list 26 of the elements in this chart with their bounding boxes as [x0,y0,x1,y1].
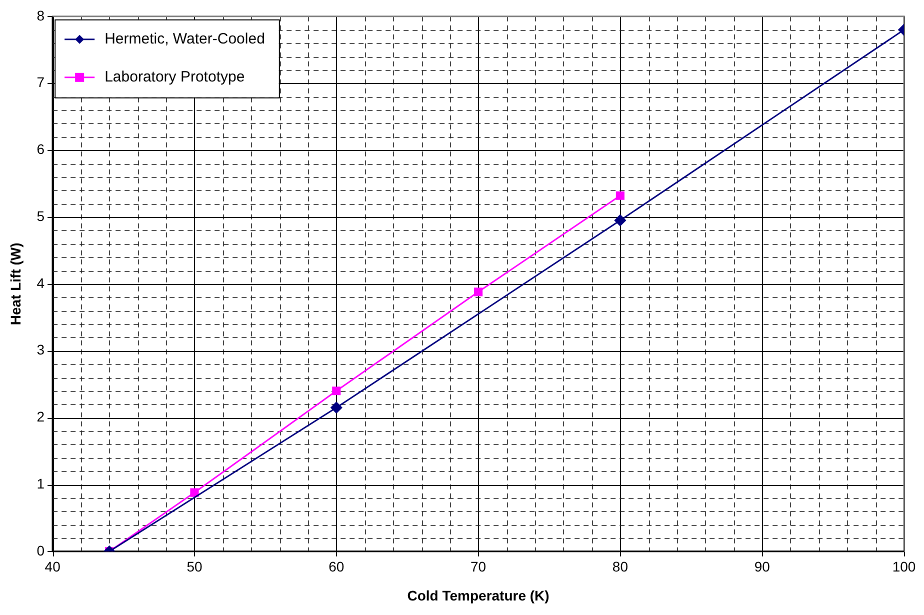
point [190,488,199,497]
y-tick-label: 3 [36,342,45,358]
legend-label: Laboratory Prototype [104,68,245,86]
x-tick-label: 90 [754,558,770,575]
x-tick-label: 80 [612,558,628,575]
y-tick-label: 0 [36,542,45,558]
y-tick-label: 1 [36,475,45,492]
x-tick-label: 70 [470,558,486,575]
x-tick-label: 40 [44,558,61,575]
y-tick-label: 2 [36,408,45,425]
y-tick-label: 8 [36,7,45,24]
point [474,288,483,296]
y-tick-label: 4 [36,274,45,291]
x-tick-label: 50 [186,558,202,575]
point [330,402,342,414]
x-tick-label: 100 [892,558,916,575]
point [616,191,624,200]
y-tick-label: 5 [36,208,45,224]
y-tick-label: 6 [36,141,45,158]
x-axis-title: Cold Temperature (K) [407,587,550,604]
point [332,386,341,396]
x-tick-label: 60 [328,558,344,575]
point [614,214,626,226]
legend-label: Hermetic, Water-Cooled [104,30,265,48]
y-axis-title: Heat Lift (W) [7,242,24,326]
y-tick-label: 7 [36,74,45,90]
